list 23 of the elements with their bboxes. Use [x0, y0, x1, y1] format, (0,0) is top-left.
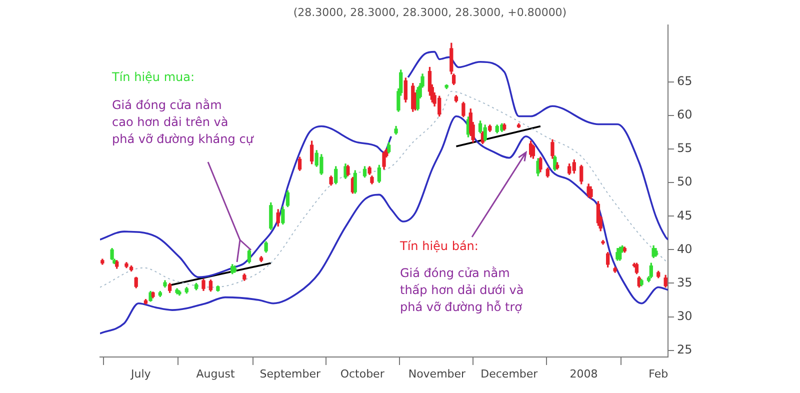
annotation: Giá đóng cửa nằm thấp hơn dải dưới và phá vỡ đường hỗ trợ — [400, 266, 524, 314]
annotation: Tín hiệu mua: — [111, 70, 195, 84]
x-tick-label: July — [130, 367, 152, 380]
x-tick-label: December — [480, 367, 538, 380]
x-tick-label: September — [260, 367, 322, 380]
annotation: Tín hiệu bán: — [399, 239, 478, 254]
x-tick-label: October — [340, 367, 385, 380]
y-tick-label: 25 — [677, 342, 692, 356]
x-tick-label: November — [408, 367, 466, 380]
y-tick-label: 40 — [677, 242, 692, 256]
chart-title: (28.3000, 28.3000, 28.3000, 28.3000, +0.80000) — [293, 6, 567, 19]
y-tick-label: 30 — [677, 308, 692, 323]
y-tick-label: 45 — [677, 208, 692, 222]
x-tick-label: August — [196, 367, 236, 380]
x-tick-label: Feb — [648, 367, 668, 380]
y-tick-label: 35 — [677, 275, 692, 290]
y-tick-label: 50 — [677, 174, 692, 189]
y-tick-label: 60 — [677, 108, 692, 122]
annotation: Giá đóng cửa nằm cao hơn dải trên và phá vỡ đường kháng cự — [112, 98, 255, 146]
x-tick-label: 2008 — [570, 367, 598, 380]
y-tick-label: 55 — [677, 141, 692, 156]
y-tick-label: 65 — [677, 74, 692, 88]
line-series — [100, 115, 668, 334]
